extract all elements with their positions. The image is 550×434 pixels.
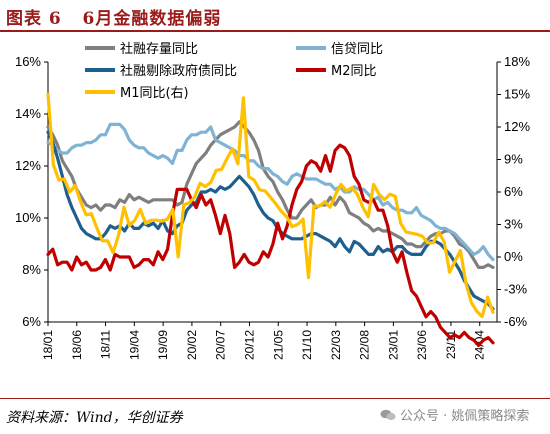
x-tick-label: 21/05 [271, 330, 285, 360]
x-tick-label: 18/11 [99, 330, 113, 359]
legend-label: 社融存量同比 [120, 41, 198, 57]
series-line-2 [46, 130, 495, 311]
y-right-tick-label: -6% [504, 314, 528, 329]
x-tick-label: 18/06 [70, 330, 84, 360]
x-tick-label: 22/08 [358, 330, 372, 360]
y-left-tick-label: 10% [15, 210, 41, 225]
y-right-tick-label: 9% [504, 152, 523, 167]
y-left-tick-label: 14% [15, 106, 41, 121]
y-right-tick-label: 6% [504, 184, 523, 199]
title-divider [0, 30, 550, 32]
legend-label: 信贷同比 [331, 42, 383, 57]
series-line-1 [46, 122, 495, 262]
watermark: 公众号 · 姚佩策略探索 [380, 405, 529, 424]
x-tick-label: 23/01 [386, 330, 400, 360]
y-right-tick-label: 15% [504, 87, 530, 102]
line-chart: 6% 8% 10% 12% 14% 16% -6% -3% 0% 3% 6% 9% 12% 15% 18% 1… [15, 41, 530, 360]
y-right-tick-label: 3% [504, 217, 523, 232]
x-tick-label: 18/01 [41, 330, 55, 360]
y-right-tick-label: -3% [504, 282, 528, 297]
y-right-tick-label: 18% [504, 54, 530, 69]
legend-label: M2同比 [331, 64, 377, 79]
source-note: 资料来源：Wind，华创证券 [6, 410, 183, 426]
x-tick-label: 20/07 [214, 330, 228, 360]
x-tick-label: 19/04 [127, 330, 141, 360]
series-layer [46, 92, 495, 347]
legend-label: 社融剔除政府债同比 [120, 63, 237, 79]
x-tick-label: 23/06 [415, 330, 429, 360]
series-line-4 [46, 92, 495, 319]
x-tick-label: 20/02 [185, 330, 199, 360]
x-tick-label: 22/03 [329, 330, 343, 360]
y-left-tick-label: 12% [15, 158, 41, 173]
chart-title: 图表 6 6月金融数据偏弱 [6, 9, 222, 29]
legend-label: M1同比(右) [120, 86, 189, 101]
y-left-tick-label: 16% [15, 54, 41, 69]
y-right-tick-label: 12% [504, 119, 530, 134]
y-left-tick-label: 8% [22, 262, 41, 277]
watermark-text: 公众号 · 姚佩策略探索 [400, 409, 530, 424]
series-line-3 [46, 143, 495, 347]
series-line-0 [46, 120, 495, 269]
wechat-icon [380, 409, 396, 420]
axes-group: 6% 8% 10% 12% 14% 16% -6% -3% 0% 3% 6% 9% 12% 15% 18% 1… [15, 54, 530, 360]
x-tick-label: 20/12 [242, 330, 256, 360]
footer-divider [0, 398, 550, 399]
x-tick-label: 19/09 [156, 330, 170, 360]
y-left-tick-label: 6% [22, 314, 41, 329]
x-tick-label: 21/10 [300, 330, 314, 360]
y-right-tick-label: 0% [504, 249, 523, 264]
